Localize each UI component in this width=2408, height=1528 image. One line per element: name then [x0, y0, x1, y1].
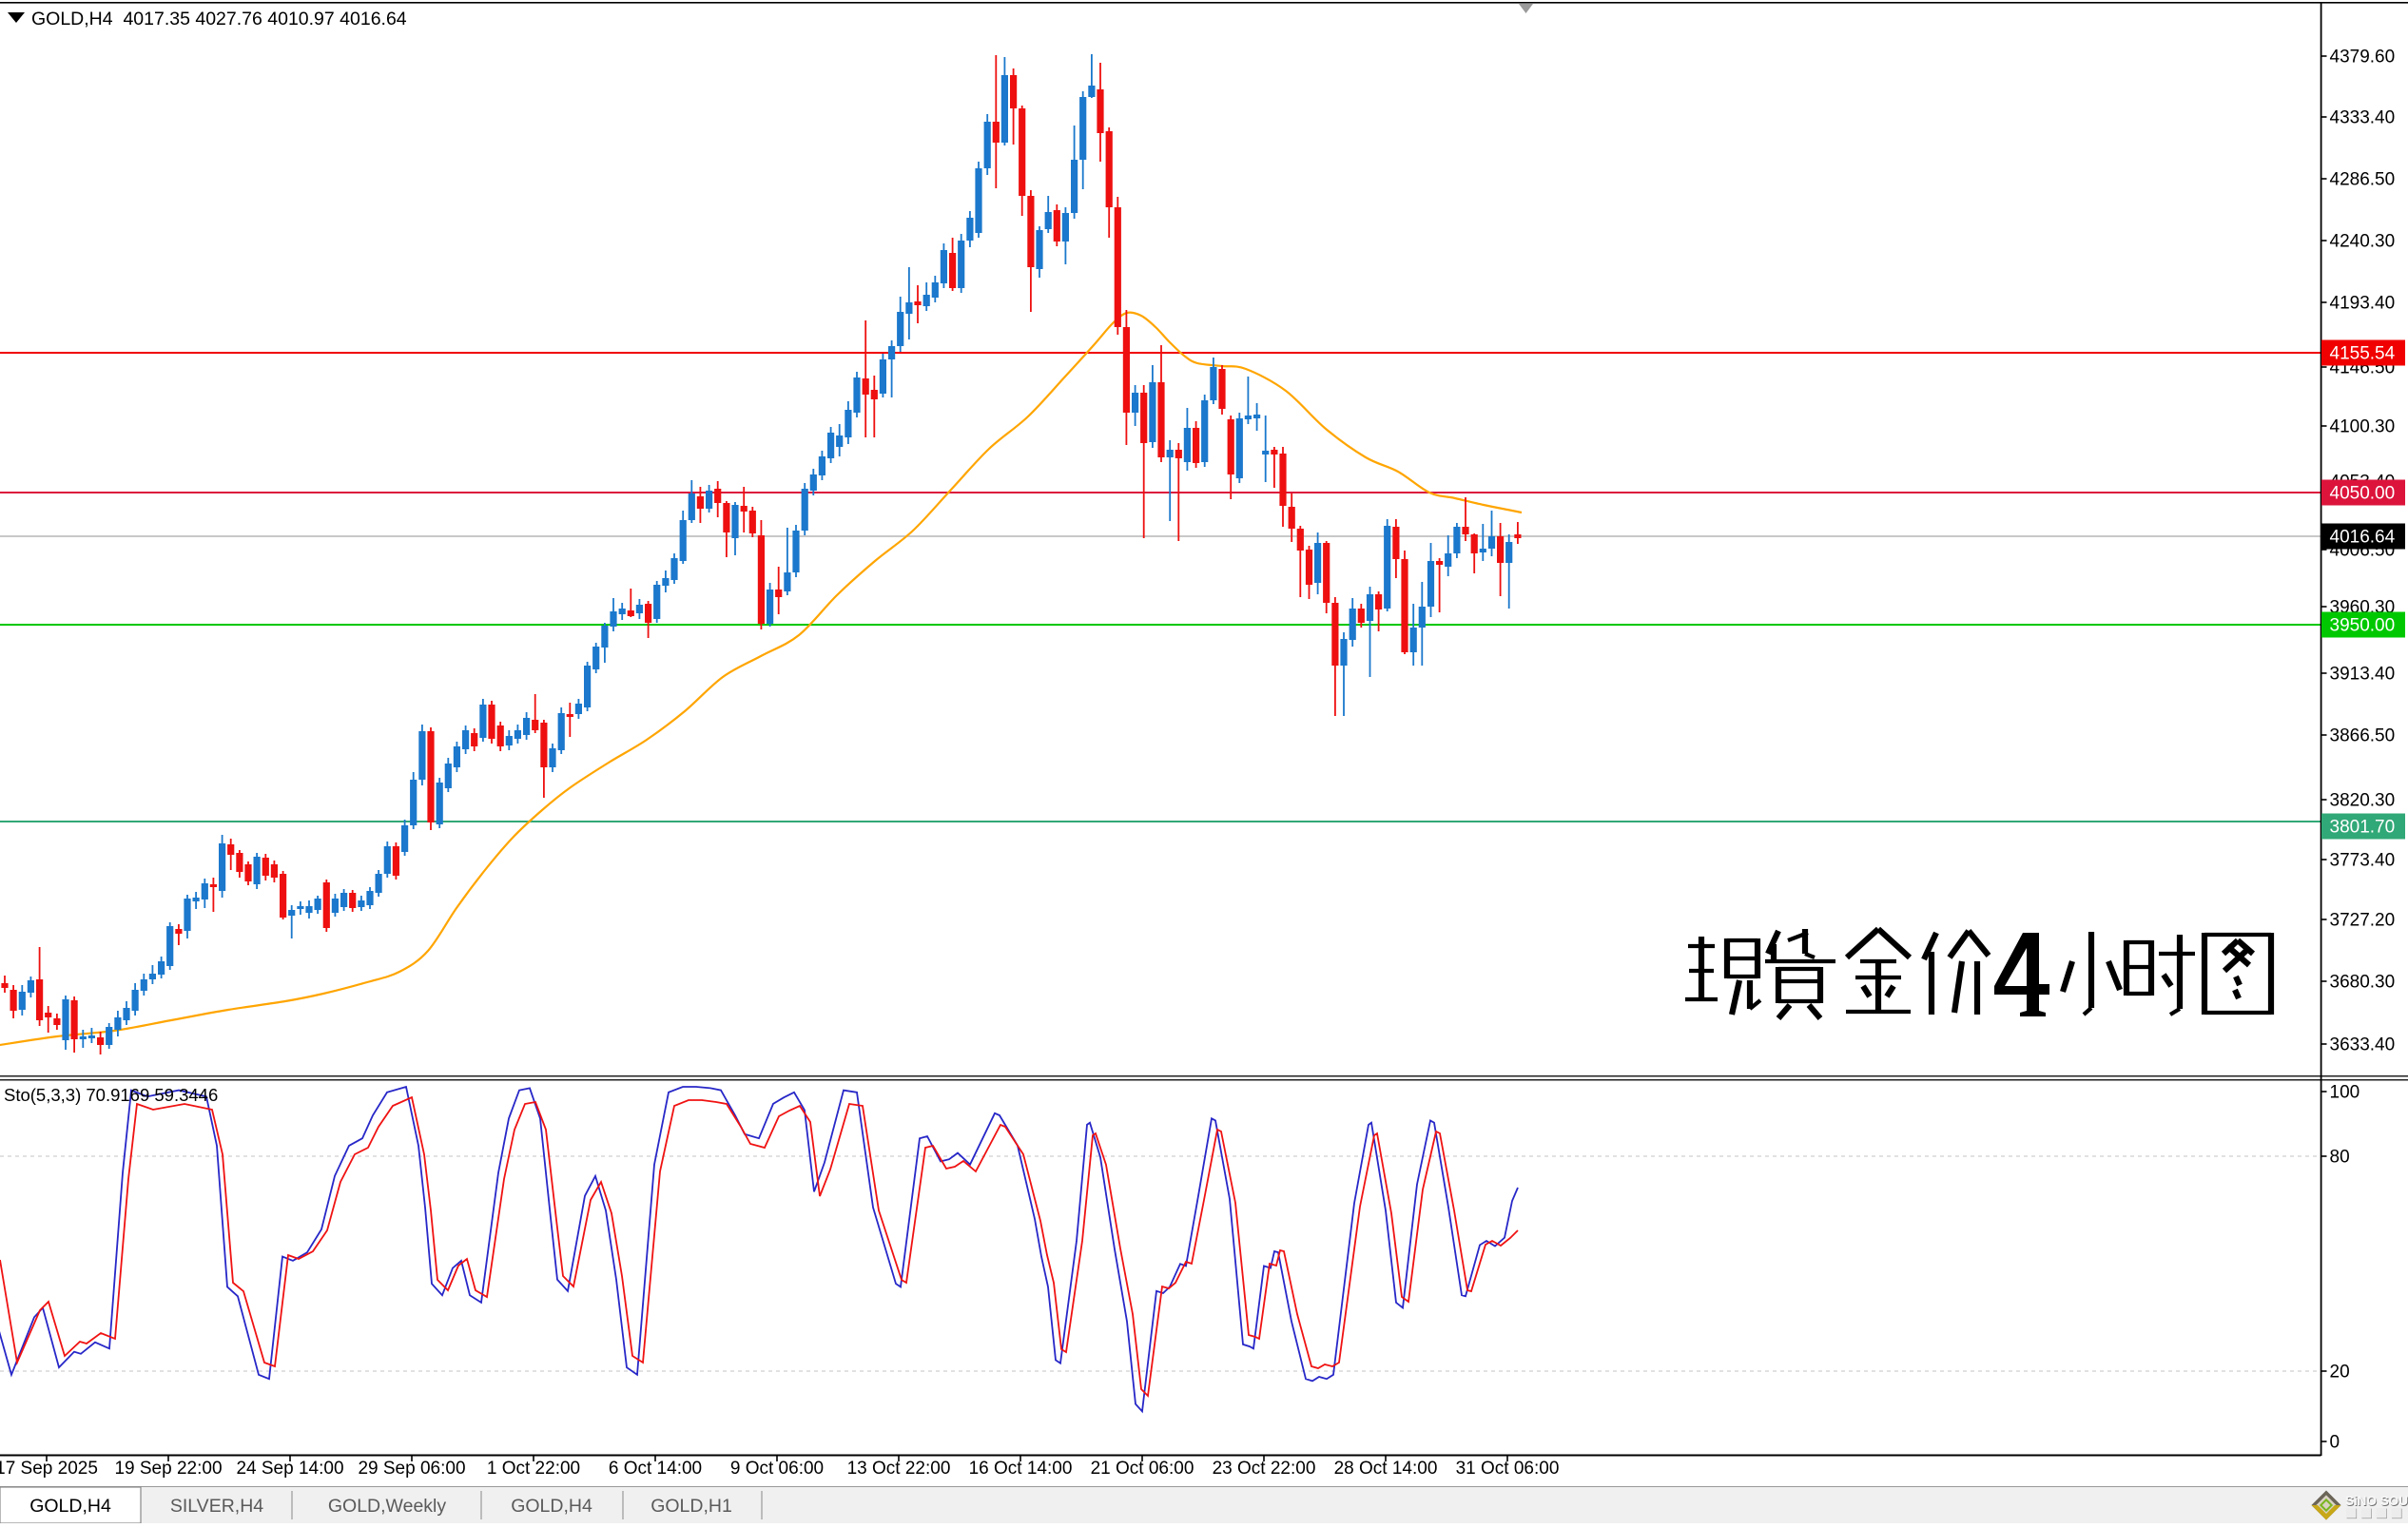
svg-text:31 Oct 06:00: 31 Oct 06:00: [1456, 1459, 1560, 1479]
svg-text:3773.40: 3773.40: [2330, 851, 2396, 871]
svg-text:4193.40: 4193.40: [2330, 294, 2396, 314]
svg-text:GOLD,Weekly: GOLD,Weekly: [328, 1496, 447, 1517]
svg-text:3633.40: 3633.40: [2330, 1035, 2396, 1055]
svg-text:4379.60: 4379.60: [2330, 48, 2396, 68]
svg-text:GOLD,H4: GOLD,H4: [511, 1496, 592, 1517]
svg-text:28 Oct 14:00: 28 Oct 14:00: [1334, 1459, 1438, 1479]
svg-text:SiNO SOUND: SiNO SOUND: [2346, 1495, 2408, 1509]
svg-text:0: 0: [2330, 1433, 2340, 1453]
svg-text:3820.30: 3820.30: [2330, 791, 2396, 811]
svg-text:SiNO SOUND: SiNO SOUND: [2345, 1494, 2408, 1508]
svg-text:3727.20: 3727.20: [2330, 911, 2396, 931]
svg-text:GOLD,H4 4017.35 4027.76 4010.: GOLD,H4 4017.35 4027.76 4010.97 4016.64: [31, 9, 407, 29]
svg-text:80: 80: [2330, 1148, 2350, 1168]
svg-text:100: 100: [2330, 1083, 2360, 1103]
svg-text:23 Oct 22:00: 23 Oct 22:00: [1213, 1459, 1316, 1479]
svg-text:Sto(5,3,3) 70.9169 59.3446: Sto(5,3,3) 70.9169 59.3446: [4, 1085, 218, 1105]
svg-text:29 Sep 06:00: 29 Sep 06:00: [358, 1459, 465, 1479]
svg-text:3680.30: 3680.30: [2330, 973, 2396, 993]
svg-text:4100.30: 4100.30: [2330, 417, 2396, 437]
svg-text:20: 20: [2330, 1363, 2350, 1383]
svg-text:21 Oct 06:00: 21 Oct 06:00: [1091, 1459, 1194, 1479]
svg-text:6 Oct 14:00: 6 Oct 14:00: [609, 1459, 702, 1479]
svg-text:4286.50: 4286.50: [2330, 170, 2396, 190]
svg-text:GOLD,H1: GOLD,H1: [651, 1496, 732, 1517]
svg-text:4333.40: 4333.40: [2330, 108, 2396, 128]
svg-text:3866.50: 3866.50: [2330, 726, 2396, 746]
svg-text:1 Oct 22:00: 1 Oct 22:00: [487, 1459, 580, 1479]
svg-text:4155.54: 4155.54: [2330, 344, 2396, 364]
svg-text:17 Sep 2025: 17 Sep 2025: [0, 1459, 98, 1479]
svg-text:SILVER,H4: SILVER,H4: [170, 1496, 263, 1517]
svg-text:16 Oct 14:00: 16 Oct 14:00: [969, 1459, 1073, 1479]
svg-text:13 Oct 22:00: 13 Oct 22:00: [847, 1459, 951, 1479]
svg-text:3801.70: 3801.70: [2330, 818, 2396, 838]
svg-text:4050.00: 4050.00: [2330, 484, 2396, 504]
svg-text:19 Sep 22:00: 19 Sep 22:00: [114, 1459, 222, 1479]
svg-text:24 Sep 14:00: 24 Sep 14:00: [236, 1459, 343, 1479]
svg-text:3950.00: 3950.00: [2330, 616, 2396, 636]
svg-text:GOLD,H4: GOLD,H4: [29, 1496, 111, 1517]
svg-text:4240.30: 4240.30: [2330, 232, 2396, 252]
svg-text:3913.40: 3913.40: [2330, 665, 2396, 685]
svg-text:4016.64: 4016.64: [2330, 528, 2396, 548]
svg-text:9 Oct 06:00: 9 Oct 06:00: [730, 1459, 824, 1479]
